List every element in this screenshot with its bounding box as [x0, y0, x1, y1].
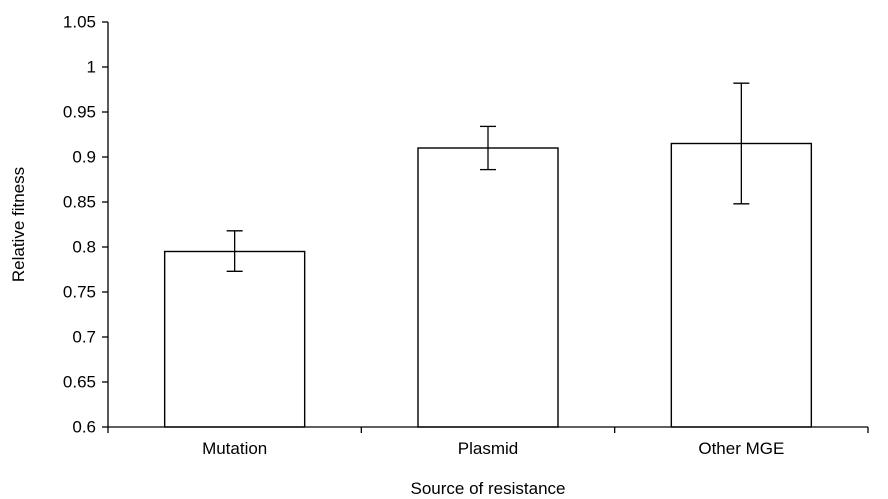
y-tick-label: 0.95 — [63, 103, 96, 122]
x-tick-label: Mutation — [202, 439, 267, 458]
y-tick-label: 0.75 — [63, 283, 96, 302]
x-tick-label: Plasmid — [458, 439, 518, 458]
y-tick-label: 0.85 — [63, 193, 96, 212]
y-axis-title: Relative fitness — [9, 167, 28, 282]
y-tick-label: 0.8 — [72, 238, 96, 257]
bar-mutation — [163, 250, 306, 428]
y-tick-label: 1.05 — [63, 13, 96, 32]
bar-plasmid — [417, 147, 559, 428]
y-tick-label: 0.7 — [72, 328, 96, 347]
error-bars — [226, 82, 750, 272]
y-axis-ticks: 0.6 0.65 0.7 0.75 0.8 0.85 0.9 0.95 1 1.05 — [63, 13, 108, 437]
x-tick-label: Other MGE — [698, 439, 784, 458]
bars — [163, 142, 813, 428]
y-tick-label: 0.6 — [72, 418, 96, 437]
y-tick-label: 0.9 — [72, 148, 96, 167]
x-axis-title: Source of resistance — [411, 479, 566, 498]
y-tick-label: 1 — [87, 58, 96, 77]
x-axis-ticks: Mutation Plasmid Other MGE — [107, 427, 869, 458]
y-tick-label: 0.65 — [63, 373, 96, 392]
